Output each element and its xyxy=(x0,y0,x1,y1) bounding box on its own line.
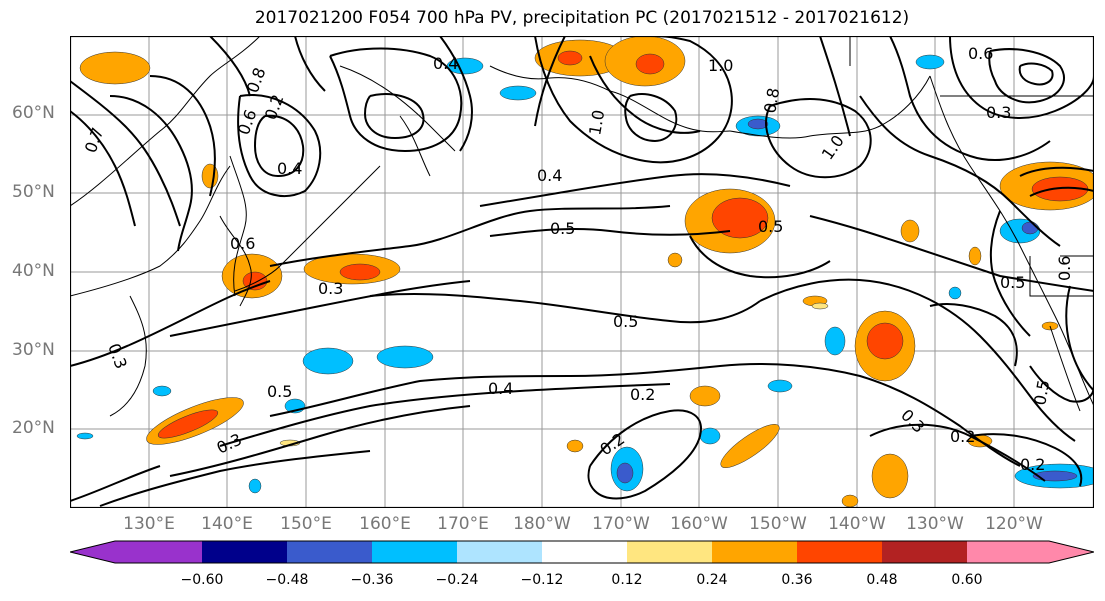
colorbar-band xyxy=(712,541,797,563)
contour-label: 0.2 xyxy=(1020,455,1045,474)
lat-label-40: 40°N xyxy=(12,261,55,281)
lon-label-170w: 170°W xyxy=(592,514,650,534)
contour-label: 1.0 xyxy=(708,56,733,75)
lat-label-60: 60°N xyxy=(12,103,55,123)
lat-label-20: 20°N xyxy=(12,418,55,438)
contour-label: 0.5 xyxy=(758,217,783,236)
contour-label: 0.6 xyxy=(230,234,255,253)
lon-label-130w: 130°W xyxy=(906,514,964,534)
colorbar-tick: 0.48 xyxy=(866,572,898,588)
colorbar-band xyxy=(542,541,627,563)
colorbar-band xyxy=(797,541,882,563)
contour-label: 0.5 xyxy=(1030,378,1053,406)
contour-label: 0.3 xyxy=(318,279,343,298)
colorbar-tick: 0.60 xyxy=(951,572,983,588)
contour-label: 0.6 xyxy=(1055,256,1074,281)
lon-label-140w: 140°W xyxy=(828,514,886,534)
colorbar-band xyxy=(627,541,712,563)
contour-label: 0.4 xyxy=(537,166,562,185)
colorbar-band xyxy=(967,541,1049,563)
colorbar-band xyxy=(115,541,202,563)
lon-label-130e: 130°E xyxy=(123,514,175,534)
map-title: 2017021200 F054 700 hPa PV, precipitatio… xyxy=(254,8,910,28)
colorbar-tick: −0.24 xyxy=(435,572,479,588)
pv-contours xyxy=(70,36,1094,507)
colorbar-tick: −0.36 xyxy=(350,572,394,588)
contour-label: 0.4 xyxy=(488,379,513,398)
contour-label: 0.5 xyxy=(550,219,575,238)
lon-label-160w: 160°W xyxy=(670,514,728,534)
colorbar-arrow-low xyxy=(70,541,115,563)
colorbar-tick: 0.12 xyxy=(611,572,643,588)
contour-label: 0.5 xyxy=(267,382,292,401)
lon-label-140e: 140°E xyxy=(201,514,253,534)
contour-label: 0.4 xyxy=(277,159,302,178)
precip-negative-patches xyxy=(76,54,1094,494)
colorbar-band xyxy=(457,541,542,563)
lat-label-30: 30°N xyxy=(12,340,55,360)
lon-label-160e: 160°E xyxy=(359,514,411,534)
contour-label: 0.2 xyxy=(630,385,655,404)
colorbar-arrow-high xyxy=(1049,541,1094,563)
colorbar-band xyxy=(202,541,287,563)
colorbar-tick: 0.36 xyxy=(781,572,813,588)
lon-label-180w: 180°W xyxy=(513,514,571,534)
colorbar-tick: −0.48 xyxy=(265,572,309,588)
contour-label: 0.2 xyxy=(950,427,975,446)
contour-label: 0.4 xyxy=(433,54,458,73)
lon-label-120w: 120°W xyxy=(985,514,1043,534)
map-panel: 0.4 1.0 0.6 0.3 0.8 0.6 0.2 0.4 0.5 0.5 … xyxy=(70,36,1094,508)
lon-label-170e: 170°E xyxy=(437,514,489,534)
colorbar-tick: 0.24 xyxy=(696,572,728,588)
contour-label: 0.3 xyxy=(986,103,1011,122)
colorbar xyxy=(70,540,1094,564)
colorbar-band xyxy=(372,541,457,563)
colorbar-band xyxy=(287,541,372,563)
lon-label-150e: 150°E xyxy=(280,514,332,534)
contour-label: 0.8 xyxy=(760,86,783,114)
lat-label-50: 50°N xyxy=(12,182,55,202)
coastlines xyxy=(70,36,1094,417)
contour-label: 0.5 xyxy=(1000,273,1025,292)
colorbar-band xyxy=(882,541,967,563)
colorbar-outline xyxy=(70,540,1094,564)
contour-label: 0.6 xyxy=(968,44,993,63)
precip-positive-patches xyxy=(79,36,1094,508)
contour-labels: 0.4 1.0 0.6 0.3 0.8 0.6 0.2 0.4 0.5 0.5 … xyxy=(81,44,1074,474)
colorbar-tick: −0.60 xyxy=(180,572,224,588)
colorbar-tick: −0.12 xyxy=(520,572,564,588)
contour-label: 0.5 xyxy=(613,312,638,331)
contour-label: 1.0 xyxy=(585,108,608,136)
map-border xyxy=(70,36,1094,508)
lon-label-150w: 150°W xyxy=(749,514,807,534)
